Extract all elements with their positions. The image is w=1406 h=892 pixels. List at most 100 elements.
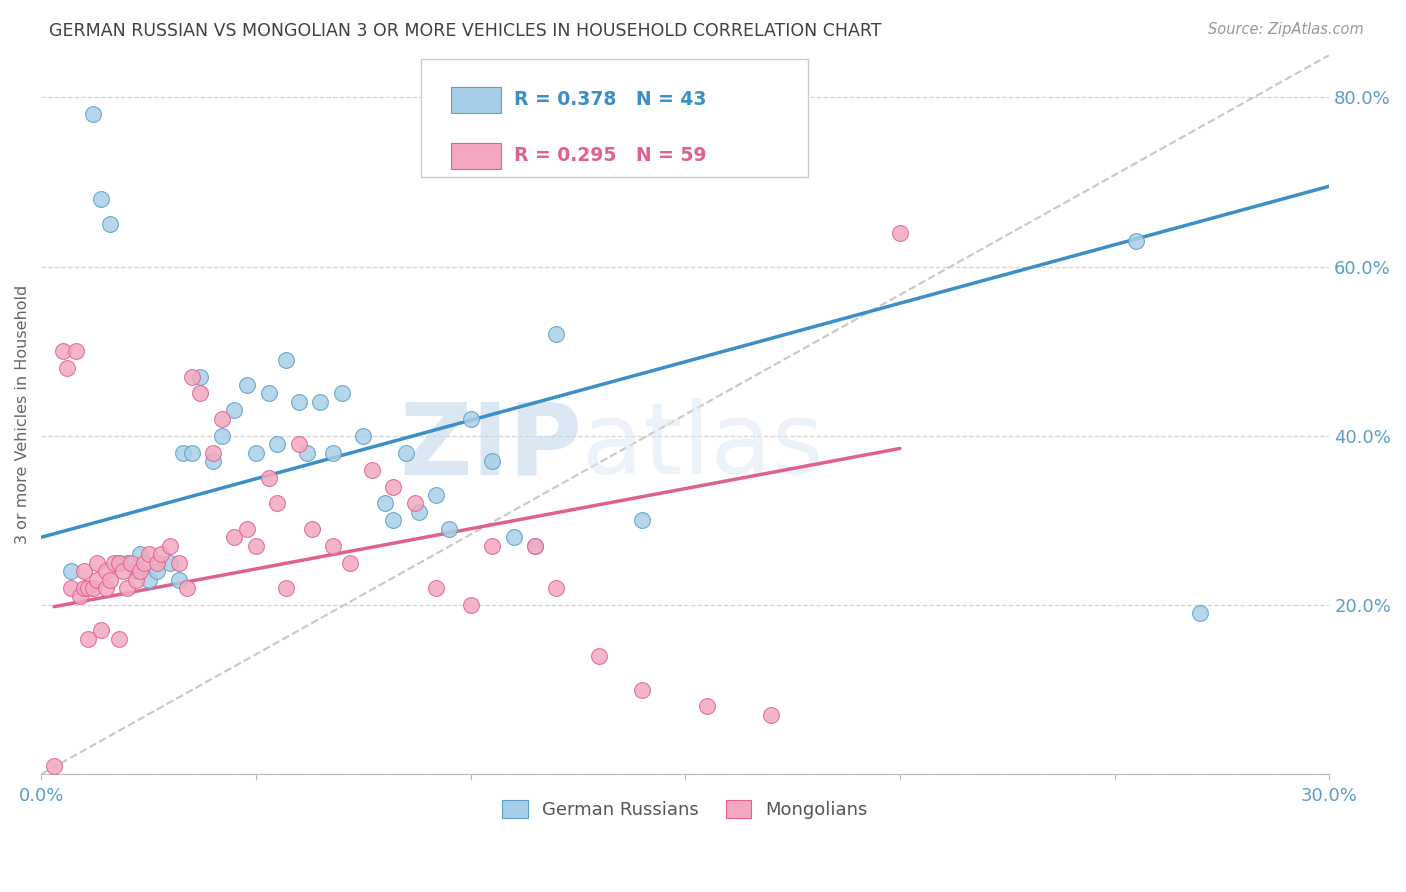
Point xyxy=(889,226,911,240)
Point xyxy=(180,369,202,384)
Point xyxy=(180,446,202,460)
Point xyxy=(339,556,361,570)
Text: R = 0.378   N = 43: R = 0.378 N = 43 xyxy=(515,90,706,109)
Point xyxy=(481,454,503,468)
Point xyxy=(69,590,91,604)
Point xyxy=(425,488,447,502)
Point xyxy=(245,446,267,460)
Point xyxy=(588,648,610,663)
Point xyxy=(134,556,156,570)
Legend: German Russians, Mongolians: German Russians, Mongolians xyxy=(495,793,876,826)
Point xyxy=(524,539,547,553)
Point xyxy=(146,556,169,570)
Point xyxy=(374,496,396,510)
Point xyxy=(301,522,323,536)
Point xyxy=(90,192,112,206)
Point xyxy=(236,522,259,536)
Point xyxy=(297,446,319,460)
Point xyxy=(73,564,96,578)
Point xyxy=(1125,234,1147,248)
Point xyxy=(77,581,100,595)
FancyBboxPatch shape xyxy=(451,87,501,112)
Point xyxy=(437,522,460,536)
FancyBboxPatch shape xyxy=(451,143,501,169)
Point xyxy=(103,556,125,570)
Point xyxy=(257,386,280,401)
Point xyxy=(60,564,83,578)
Point xyxy=(236,378,259,392)
Text: atlas: atlas xyxy=(582,399,824,495)
Point xyxy=(481,539,503,553)
Point xyxy=(138,547,160,561)
Point xyxy=(288,437,311,451)
Point xyxy=(425,581,447,595)
Point xyxy=(274,581,297,595)
Point xyxy=(111,564,134,578)
Point xyxy=(56,361,79,376)
Point xyxy=(224,403,246,417)
Point xyxy=(502,530,524,544)
Point xyxy=(90,624,112,638)
Point xyxy=(167,573,190,587)
Point xyxy=(360,462,382,476)
Point xyxy=(696,699,718,714)
Point xyxy=(138,573,160,587)
Point xyxy=(546,581,568,595)
Point xyxy=(129,547,152,561)
Point xyxy=(176,581,198,595)
Point xyxy=(1189,607,1212,621)
Text: Source: ZipAtlas.com: Source: ZipAtlas.com xyxy=(1208,22,1364,37)
Point xyxy=(120,556,142,570)
Point xyxy=(42,758,65,772)
Point xyxy=(546,327,568,342)
Point xyxy=(98,573,121,587)
Point xyxy=(159,539,181,553)
Point xyxy=(408,505,430,519)
Point xyxy=(288,395,311,409)
Y-axis label: 3 or more Vehicles in Household: 3 or more Vehicles in Household xyxy=(15,285,30,544)
Point xyxy=(245,539,267,553)
Point xyxy=(211,429,233,443)
Point xyxy=(330,386,353,401)
Point xyxy=(150,547,173,561)
Point xyxy=(167,556,190,570)
Point xyxy=(146,564,169,578)
Text: R = 0.295   N = 59: R = 0.295 N = 59 xyxy=(515,146,706,165)
Point xyxy=(404,496,426,510)
Point xyxy=(352,429,374,443)
Text: GERMAN RUSSIAN VS MONGOLIAN 3 OR MORE VEHICLES IN HOUSEHOLD CORRELATION CHART: GERMAN RUSSIAN VS MONGOLIAN 3 OR MORE VE… xyxy=(49,22,882,40)
Point xyxy=(201,446,224,460)
Point xyxy=(322,539,344,553)
Point xyxy=(266,437,288,451)
Point xyxy=(201,454,224,468)
Point xyxy=(188,386,211,401)
Point xyxy=(211,412,233,426)
Point xyxy=(86,573,108,587)
Point xyxy=(382,479,405,493)
Point xyxy=(188,369,211,384)
Point xyxy=(274,352,297,367)
Point xyxy=(224,530,246,544)
Point xyxy=(82,581,104,595)
Point xyxy=(460,598,482,612)
Point xyxy=(759,707,782,722)
Point xyxy=(86,556,108,570)
Point xyxy=(382,513,405,527)
Point xyxy=(60,581,83,595)
Point xyxy=(107,556,129,570)
Point xyxy=(524,539,547,553)
Point xyxy=(129,564,152,578)
Point xyxy=(77,632,100,646)
Point xyxy=(94,581,117,595)
Point xyxy=(395,446,418,460)
Point xyxy=(309,395,332,409)
Point xyxy=(257,471,280,485)
Point xyxy=(115,581,138,595)
Point xyxy=(107,556,129,570)
Point xyxy=(631,513,654,527)
Point xyxy=(98,217,121,231)
Point xyxy=(322,446,344,460)
FancyBboxPatch shape xyxy=(422,59,807,178)
Point xyxy=(94,564,117,578)
Text: ZIP: ZIP xyxy=(399,399,582,495)
